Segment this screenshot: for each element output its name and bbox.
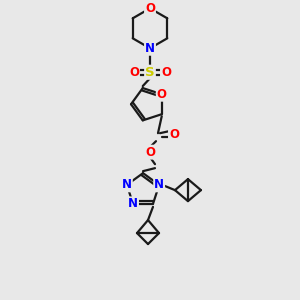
Text: N: N [122,178,132,191]
Text: O: O [157,88,167,101]
Text: O: O [145,2,155,15]
Text: S: S [145,66,155,79]
Text: O: O [169,128,179,141]
Text: N: N [145,42,155,55]
Text: N: N [128,197,138,210]
Text: O: O [129,66,139,79]
Text: O: O [161,66,171,79]
Text: O: O [145,146,155,159]
Text: N: N [154,178,164,191]
